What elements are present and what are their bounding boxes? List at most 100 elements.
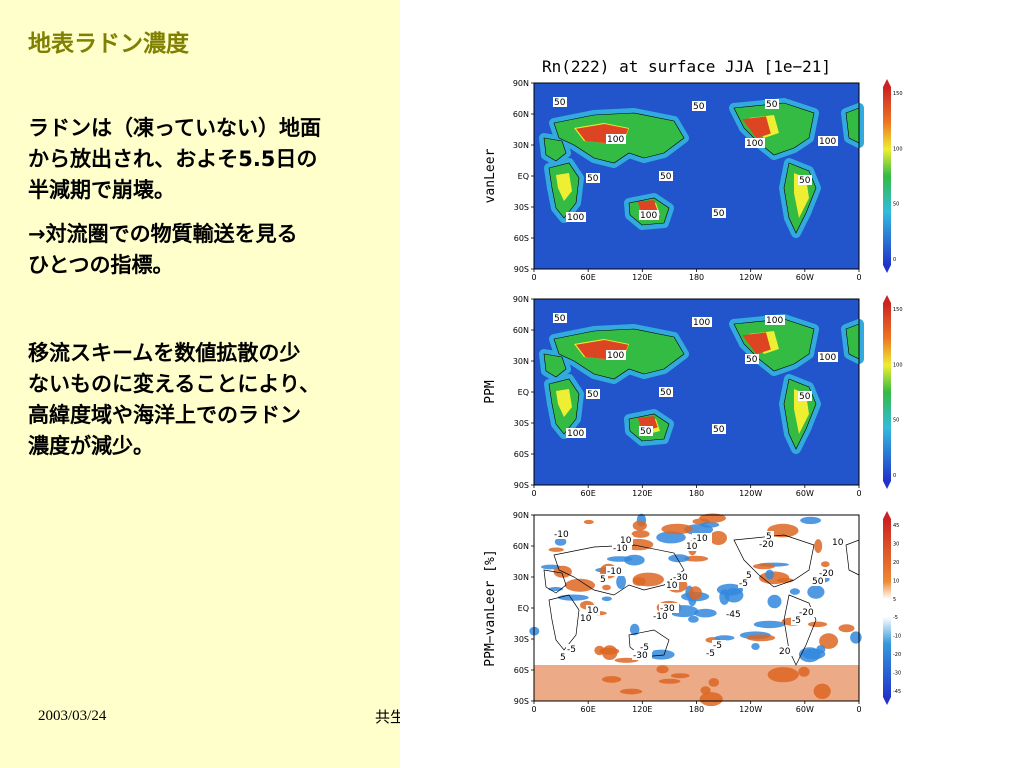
contour-label-bg xyxy=(586,173,600,183)
contour-label: 50 xyxy=(587,174,599,184)
contour-label: 50 xyxy=(587,390,599,400)
x-tick-label: 0 xyxy=(531,489,536,498)
contour-label-bg xyxy=(566,644,580,654)
contour-label: 50 xyxy=(713,209,725,219)
contour-label: -10 xyxy=(554,530,569,540)
contour-label-bg xyxy=(632,650,652,660)
difference-patch xyxy=(700,521,720,528)
contour-label-bg xyxy=(579,613,593,623)
colorbar-arrow-top xyxy=(883,295,891,303)
contour-label: 50 xyxy=(693,102,705,112)
y-tick-label: 90S xyxy=(514,697,529,706)
contour-label: 10 xyxy=(580,614,592,624)
colorbar-tick-label: 150 xyxy=(893,307,903,313)
contour-label-bg xyxy=(659,171,673,181)
y-tick-label: 30N xyxy=(513,141,529,150)
contour-label-bg xyxy=(725,609,745,619)
y-tick-label: 30N xyxy=(513,357,529,366)
contour-label-bg xyxy=(765,315,785,325)
colorbar-tick-label: -5 xyxy=(893,615,898,621)
x-tick-label: 120E xyxy=(632,705,652,714)
contour-label-bg xyxy=(612,543,632,553)
contour-label: -5 xyxy=(640,643,649,653)
difference-patch xyxy=(564,578,596,592)
difference-patch xyxy=(616,574,626,590)
panel-label: PPM−vanLeer [%] xyxy=(483,549,498,666)
figure-title: Rn(222) at surface JJA [1e−21] xyxy=(542,57,831,76)
difference-patch xyxy=(699,513,726,523)
contour-label: 5 xyxy=(766,532,772,542)
difference-patch xyxy=(647,649,675,660)
high-concentration-area xyxy=(556,389,572,417)
contour-label-bg xyxy=(606,350,626,360)
contour-label: 50 xyxy=(766,100,778,110)
contour-label-bg xyxy=(811,576,825,586)
contour-label-bg xyxy=(692,533,712,543)
slide-title: 地表ラドン濃度 xyxy=(28,31,189,57)
text-line: ないものに変えることにより、 xyxy=(28,372,321,396)
y-tick-label: 60S xyxy=(514,234,529,243)
contour-label: -30 xyxy=(633,651,648,661)
contour-label-bg xyxy=(559,652,568,662)
colorbar-tick-label: 0 xyxy=(893,257,896,263)
x-tick-label: 60W xyxy=(796,489,814,498)
colorbar-tick-label: 20 xyxy=(893,560,899,566)
contour-label: 50 xyxy=(640,427,652,437)
contour-label-bg xyxy=(798,607,818,617)
difference-patch xyxy=(709,531,727,545)
difference-patch xyxy=(629,623,640,636)
contour-label: 50 xyxy=(660,172,672,182)
difference-patch xyxy=(821,561,830,568)
contour-label-bg xyxy=(553,529,573,539)
contour-label-bg xyxy=(672,572,692,582)
difference-patch xyxy=(800,516,821,525)
y-tick-label: 90N xyxy=(513,295,529,304)
land-area xyxy=(543,353,567,378)
contour-label: -5 xyxy=(713,641,722,651)
contour-label-bg xyxy=(692,101,706,111)
difference-patch xyxy=(683,555,709,562)
colorbar-tick-label: 45 xyxy=(893,523,899,529)
contour-label: 10 xyxy=(620,536,632,546)
difference-patch xyxy=(624,554,645,566)
text-line: ラドンは（凍っていない）地面 xyxy=(28,116,321,140)
contour-label: -20 xyxy=(819,569,834,579)
colorbar-tick-label: -20 xyxy=(893,652,901,658)
colorbar-tick-label: 5 xyxy=(893,597,896,603)
contour-label-bg xyxy=(712,640,726,650)
contour-label-bg xyxy=(765,531,774,541)
difference-patch xyxy=(746,634,776,642)
contour-label: 100 xyxy=(640,211,657,221)
x-tick-label: 0 xyxy=(531,273,536,282)
contour-label-bg xyxy=(659,387,673,397)
contour-label: 10 xyxy=(587,606,599,616)
difference-patch xyxy=(819,633,839,649)
contour-label-bg xyxy=(712,424,726,434)
x-tick-label: 180 xyxy=(689,273,704,282)
contour-label: 100 xyxy=(607,135,624,145)
contour-label: 50 xyxy=(713,425,725,435)
contour-label-bg xyxy=(586,389,600,399)
difference-patch xyxy=(714,635,735,641)
x-tick-label: 0 xyxy=(856,489,861,498)
x-tick-label: 120E xyxy=(632,489,652,498)
x-tick-label: 0 xyxy=(856,705,861,714)
y-tick-label: 90S xyxy=(514,265,529,274)
coastline xyxy=(543,569,567,594)
y-tick-label: 30S xyxy=(514,203,529,212)
difference-patch xyxy=(602,584,611,591)
contour-label: -10 xyxy=(693,534,708,544)
difference-patch xyxy=(789,588,800,595)
contour-label: -30 xyxy=(660,604,675,614)
y-tick-label: 30S xyxy=(514,635,529,644)
contour-label: 50 xyxy=(554,98,566,108)
contour-label-bg xyxy=(566,428,586,438)
contour-label: 5 xyxy=(746,571,752,581)
southern-ocean-band xyxy=(534,665,859,701)
contour-label: -5 xyxy=(739,579,748,589)
contour-label: -30 xyxy=(673,573,688,583)
contour-label-bg xyxy=(619,535,633,545)
contour-label: 50 xyxy=(660,388,672,398)
contour-label: 100 xyxy=(819,137,836,147)
coastline xyxy=(548,594,580,651)
